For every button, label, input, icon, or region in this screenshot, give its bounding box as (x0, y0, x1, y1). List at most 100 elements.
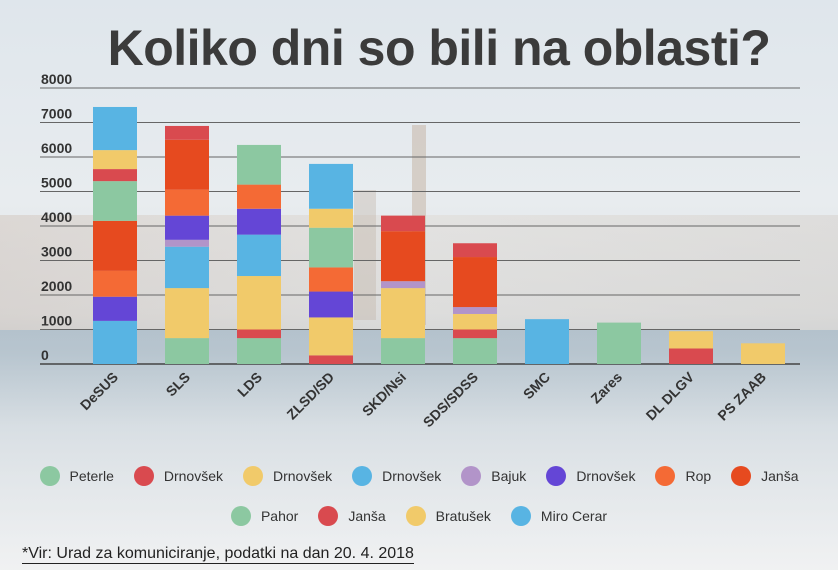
y-tick-label: 2000 (41, 278, 72, 294)
y-tick-label: 5000 (41, 175, 72, 191)
bar-segment (453, 329, 497, 339)
x-tick-label: LDS (234, 369, 265, 400)
y-tick-label: 0 (41, 347, 49, 363)
legend-item: Rop (655, 466, 711, 486)
legend-label: Drnovšek (273, 468, 333, 484)
bar-segment (165, 125, 209, 140)
legend-item: Janša (731, 466, 799, 486)
legend-label: Drnovšek (382, 468, 442, 484)
background-building (354, 190, 376, 320)
legend-label: Janša (761, 468, 799, 484)
bar-segment (93, 270, 137, 297)
legend-row-2: Pahor Janša Bratušek Miro Cerar (0, 506, 838, 526)
bar-segment (309, 208, 353, 228)
x-tick-label: SMC (520, 369, 553, 402)
bar-segment (381, 215, 425, 232)
legend-item: Bajuk (461, 466, 526, 486)
bar-segment (453, 243, 497, 258)
bar-segment (381, 338, 425, 364)
bar-segment (453, 313, 497, 330)
legend-label: Janša (348, 508, 386, 524)
legend-label: Miro Cerar (540, 508, 608, 524)
legend-swatch (546, 466, 567, 486)
legend-swatch (461, 466, 482, 486)
bar-segment (453, 338, 497, 364)
bar-segment (93, 169, 137, 182)
legend-swatch (352, 466, 373, 486)
bar-segment (309, 291, 353, 318)
bar-segment (381, 288, 425, 339)
legend-swatch (318, 506, 339, 526)
x-tick-label: PS ZAAB (714, 369, 769, 424)
bar-segment (93, 296, 137, 321)
x-tick-label: Zares (587, 369, 625, 407)
legend-swatch (133, 466, 154, 486)
bar-segment (237, 329, 281, 339)
bar-segment (309, 355, 353, 364)
x-tick-label: DeSUS (77, 369, 121, 413)
y-tick-label: 6000 (41, 140, 72, 156)
legend-item: Peterle (39, 466, 114, 486)
legend-item: Bratušek (405, 506, 491, 526)
legend-item: Drnovšek (352, 466, 441, 486)
bar-segment (93, 181, 137, 221)
x-tick-label: SLS (163, 369, 194, 400)
legend-label: Drnovšek (163, 468, 223, 484)
bar-segment (597, 322, 641, 364)
legend-item: Janša (318, 506, 386, 526)
stacked-bar-chart: 0 1000 2000 3000 4000 5000 6000 7000 8000 DeSUS SL… (40, 71, 800, 430)
bar-segment (237, 276, 281, 330)
legend-swatch (510, 506, 531, 526)
bar-segment (309, 163, 353, 209)
legend-label: Pahor (260, 508, 299, 524)
bar-segment (93, 150, 137, 170)
bar-segment (165, 338, 209, 364)
legend-label: Rop (685, 468, 712, 484)
legend-swatch (39, 466, 60, 486)
y-tick-label: 1000 (41, 313, 72, 329)
source-note: *Vir: Urad za komuniciranje, podatki na … (22, 545, 414, 564)
bar-segment (309, 267, 353, 292)
legend-row-1: Peterle Drnovšek Drnovšek Drnovšek Bajuk Drno… (0, 466, 838, 486)
bar-segment (669, 348, 713, 364)
legend-swatch (655, 466, 676, 486)
bar-segment (237, 338, 281, 364)
bar-segment (165, 139, 209, 190)
bar-segment (309, 227, 353, 268)
x-tick-label: DL DLGV (643, 368, 698, 423)
bar-segment (381, 231, 425, 282)
legend-label: Drnovšek (576, 468, 636, 484)
bar-segment (453, 257, 497, 308)
legend-item: Drnovšek (546, 466, 635, 486)
legend-swatch (731, 466, 752, 486)
bar-segment (237, 234, 281, 277)
legend-item: Miro Cerar (510, 506, 608, 526)
bar-segment (165, 288, 209, 339)
bar-segment (309, 317, 353, 356)
x-tick-label: ZLSD/SD (283, 369, 337, 423)
bar-segment (381, 281, 425, 289)
legend-label: Peterle (69, 468, 114, 484)
legend-label: Bajuk (491, 468, 527, 484)
bar-segment (669, 331, 713, 349)
legend-swatch (230, 506, 251, 526)
y-tick-label: 8000 (41, 71, 72, 87)
bar-segment (165, 189, 209, 216)
legend-swatch (243, 466, 263, 486)
legend-item: Drnovšek (243, 466, 332, 486)
x-tick-label: SKD/Nsi (359, 369, 409, 419)
bar-segment (93, 106, 137, 151)
legend-swatch (405, 506, 426, 526)
y-tick-label: 4000 (41, 209, 72, 225)
legend-label: Bratušek (435, 508, 491, 524)
bar-segment (741, 343, 785, 364)
bar-segment (237, 184, 281, 209)
bar-segment (525, 319, 569, 364)
background-sea (0, 330, 838, 570)
bar-segment (237, 208, 281, 235)
bar-segment (165, 215, 209, 240)
chart-title: Koliko dni so bili na oblasti? (107, 20, 771, 76)
legend-item: Drnovšek (133, 466, 223, 486)
bar-segment (453, 307, 497, 314)
y-tick-label: 3000 (41, 244, 72, 260)
